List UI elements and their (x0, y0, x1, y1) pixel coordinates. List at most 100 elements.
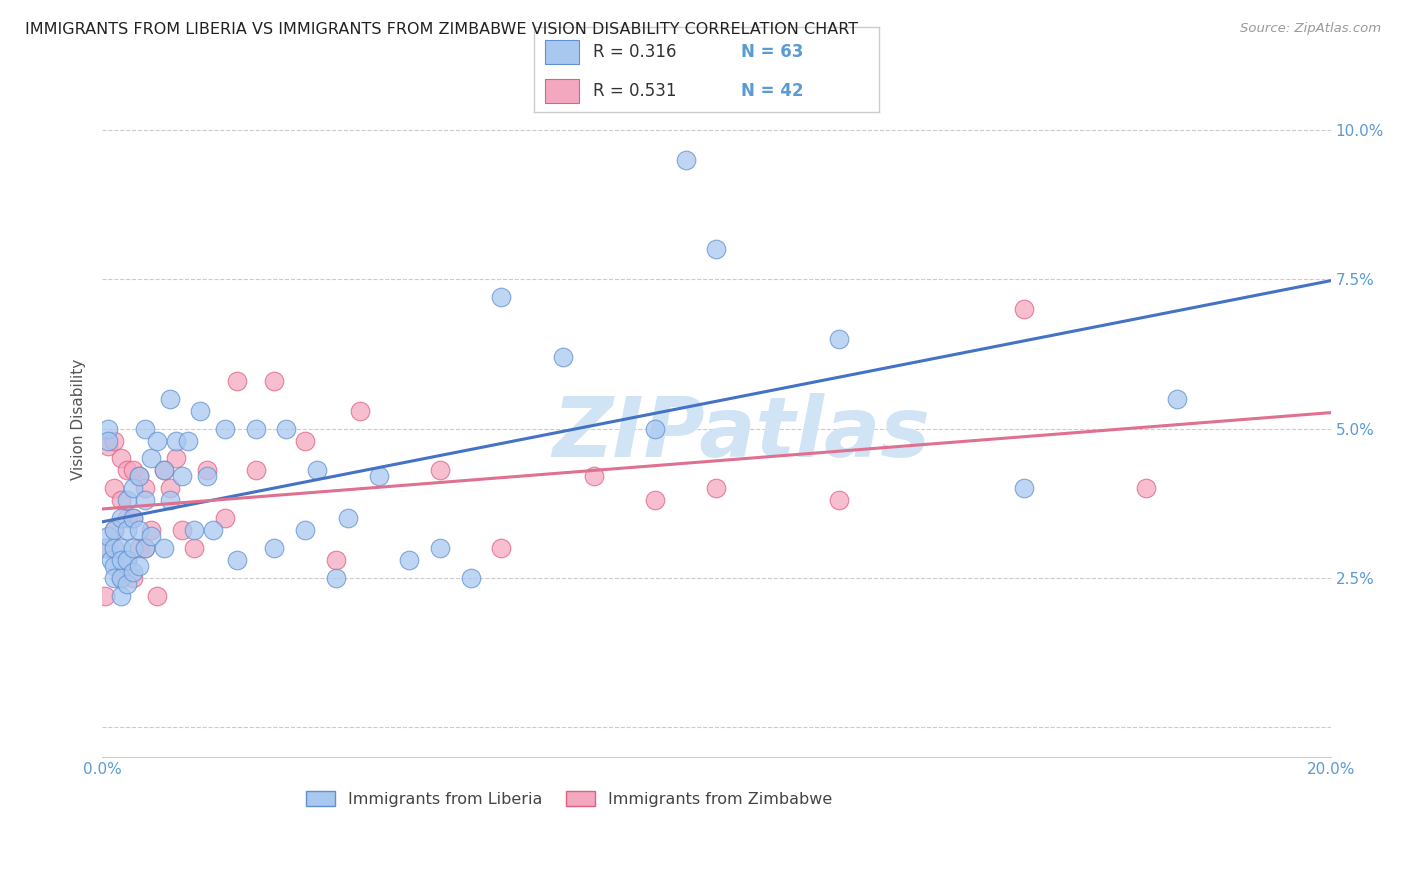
Point (226, 374, 249, 388)
Point (115, 523, 138, 537)
Point (429, 463, 451, 477)
Point (97, 421, 120, 435)
Point (195, 469, 218, 483)
Point (307, 463, 329, 477)
Point (97, 440, 120, 454)
Point (128, 523, 150, 537)
Point (706, 481, 728, 495)
Point (134, 541, 156, 555)
Point (1012, 481, 1035, 495)
Text: R = 0.316: R = 0.316 (593, 43, 676, 62)
Point (134, 541, 156, 555)
Point (97, 434, 120, 448)
Point (152, 541, 174, 555)
Point (110, 571, 132, 585)
Point (294, 434, 316, 448)
Point (128, 469, 150, 483)
Point (398, 553, 420, 567)
Point (128, 541, 150, 555)
Point (115, 553, 138, 567)
Point (245, 421, 267, 435)
Point (706, 242, 728, 256)
Point (675, 153, 697, 167)
Point (336, 511, 359, 525)
Point (94, 589, 117, 603)
Point (276, 421, 298, 435)
Point (115, 577, 138, 591)
Point (183, 541, 205, 555)
Point (110, 493, 132, 508)
Point (644, 493, 666, 508)
Text: Source: ZipAtlas.com: Source: ZipAtlas.com (1240, 22, 1381, 36)
Point (170, 523, 193, 537)
Point (152, 463, 174, 477)
Point (103, 559, 125, 574)
Point (325, 553, 347, 567)
Point (190, 403, 212, 417)
Point (201, 523, 224, 537)
Point (1166, 392, 1188, 406)
Point (159, 493, 181, 508)
Point (460, 571, 482, 585)
FancyBboxPatch shape (544, 40, 579, 64)
Point (226, 553, 249, 567)
Point (103, 481, 125, 495)
Point (159, 392, 181, 406)
Text: ZIPatlas: ZIPatlas (553, 392, 929, 474)
Point (491, 290, 513, 304)
Point (263, 374, 285, 388)
Point (110, 553, 132, 567)
Point (152, 463, 174, 477)
Point (141, 523, 163, 537)
Legend: Immigrants from Liberia, Immigrants from Zimbabwe: Immigrants from Liberia, Immigrants from… (299, 785, 838, 814)
Point (214, 511, 236, 525)
Point (429, 541, 451, 555)
Point (134, 481, 156, 495)
Point (103, 434, 125, 448)
Y-axis label: Vision Disability: Vision Disability (72, 359, 86, 480)
Point (1012, 301, 1035, 316)
Point (122, 571, 145, 585)
Point (110, 589, 132, 603)
Point (828, 332, 851, 346)
Point (97, 529, 120, 543)
Point (115, 511, 138, 525)
Point (644, 421, 666, 435)
Point (122, 511, 145, 525)
Point (115, 463, 138, 477)
Point (491, 541, 513, 555)
Point (582, 469, 605, 483)
FancyBboxPatch shape (544, 79, 579, 103)
Point (110, 451, 132, 466)
Text: N = 42: N = 42 (741, 82, 803, 100)
Point (183, 523, 205, 537)
Point (134, 421, 156, 435)
Point (294, 523, 316, 537)
Point (94, 541, 117, 555)
Point (1135, 481, 1157, 495)
Point (349, 403, 371, 417)
Point (128, 469, 150, 483)
Point (146, 589, 169, 603)
Point (110, 511, 132, 525)
Point (128, 559, 150, 574)
Point (122, 511, 145, 525)
Point (122, 463, 145, 477)
Point (195, 463, 218, 477)
Point (122, 541, 145, 555)
Point (367, 469, 389, 483)
Point (115, 553, 138, 567)
Point (115, 493, 138, 508)
Point (103, 523, 125, 537)
Text: IMMIGRANTS FROM LIBERIA VS IMMIGRANTS FROM ZIMBABWE VISION DISABILITY CORRELATIO: IMMIGRANTS FROM LIBERIA VS IMMIGRANTS FR… (25, 22, 859, 37)
Point (122, 481, 145, 495)
Point (828, 493, 851, 508)
Point (110, 541, 132, 555)
Point (325, 571, 347, 585)
Point (214, 421, 236, 435)
Point (551, 350, 574, 364)
Point (165, 434, 187, 448)
Point (141, 451, 163, 466)
Point (159, 481, 181, 495)
Point (97, 541, 120, 555)
